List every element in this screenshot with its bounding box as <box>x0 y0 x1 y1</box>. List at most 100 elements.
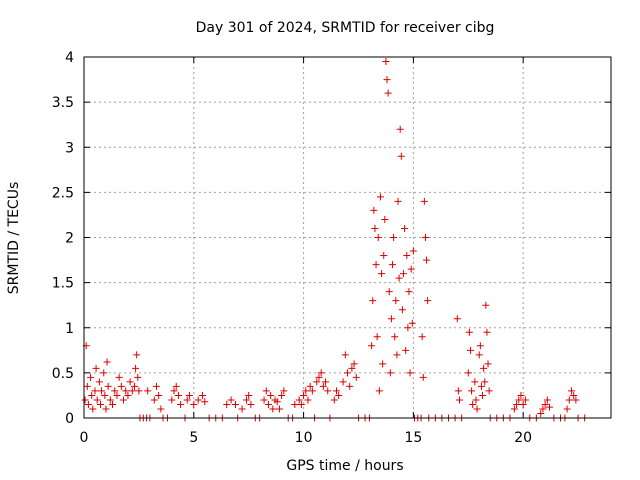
plot-frame <box>83 56 612 419</box>
data-point-marker <box>238 405 246 413</box>
grid-layer <box>84 57 611 418</box>
data-point-marker <box>87 373 95 381</box>
data-point-marker <box>232 400 240 408</box>
data-point-marker <box>170 387 178 395</box>
data-point-marker <box>519 400 527 408</box>
data-point-marker <box>397 152 405 160</box>
data-point-marker <box>350 360 358 368</box>
data-point-marker <box>324 387 332 395</box>
x-axis-label: GPS time / hours <box>286 458 403 474</box>
data-point-marker <box>95 378 103 386</box>
data-point-marker <box>297 400 305 408</box>
data-point-marker <box>144 387 152 395</box>
data-point-marker <box>572 396 580 404</box>
data-point-marker <box>382 58 390 66</box>
data-point-marker <box>98 387 106 395</box>
data-point-marker <box>315 373 323 381</box>
data-point-marker <box>455 396 463 404</box>
data-point-marker <box>385 288 393 296</box>
data-point-marker <box>372 261 380 269</box>
data-point-marker <box>405 288 413 296</box>
data-point-marker <box>419 373 427 381</box>
data-point-marker <box>464 369 472 377</box>
data-point-marker <box>370 206 378 214</box>
x-tick-label: 10 <box>295 430 313 446</box>
data-point-marker <box>100 369 108 377</box>
data-point-marker <box>396 125 404 133</box>
data-point-marker <box>376 193 384 201</box>
data-point-marker <box>264 400 272 408</box>
data-point-marker <box>275 405 283 413</box>
data-point-marker <box>83 382 91 390</box>
data-point-marker <box>247 400 255 408</box>
data-point-marker <box>262 387 270 395</box>
data-point-marker <box>403 252 411 260</box>
data-point-marker <box>322 378 330 386</box>
y-tick-label: 1 <box>65 321 74 337</box>
data-point-marker <box>113 391 121 399</box>
data-point-marker <box>84 400 92 408</box>
data-point-marker <box>177 400 185 408</box>
data-point-marker <box>408 319 416 327</box>
data-point-marker <box>398 306 406 314</box>
data-point-marker <box>392 297 400 305</box>
data-point-marker <box>185 391 193 399</box>
data-point-marker <box>375 387 383 395</box>
data-point-marker <box>91 387 99 395</box>
data-point-marker <box>126 378 134 386</box>
data-point-marker <box>406 369 414 377</box>
data-point-marker <box>466 346 474 354</box>
data-point-marker <box>453 315 461 323</box>
data-point-marker <box>199 391 207 399</box>
data-point-marker <box>485 387 493 395</box>
data-point-marker <box>88 391 96 399</box>
data-point-marker <box>479 391 487 399</box>
data-point-marker <box>521 396 529 404</box>
tick-layer: 0 0.5 1 1.5 2 2.5 3 3.5 4 0 5 10 15 20 <box>52 50 611 446</box>
data-point-marker <box>104 382 112 390</box>
y-tick-label: 0 <box>65 411 74 427</box>
x-tick-label: 0 <box>80 430 89 446</box>
data-point-marker <box>117 382 125 390</box>
data-point-marker <box>418 333 426 341</box>
data-point-marker <box>280 387 288 395</box>
data-point-marker <box>390 234 398 241</box>
data-point-marker <box>407 265 415 273</box>
data-point-marker <box>242 396 250 404</box>
data-point-marker <box>133 351 141 359</box>
data-point-marker <box>102 405 110 413</box>
data-point-marker <box>543 396 551 404</box>
data-point-marker <box>302 387 310 395</box>
data-point-marker <box>300 391 308 399</box>
data-point-marker <box>563 405 571 413</box>
data-point-marker <box>106 396 114 404</box>
data-point-marker <box>227 396 235 404</box>
data-point-marker <box>269 405 277 413</box>
data-point-marker <box>394 197 402 205</box>
data-point-marker <box>103 358 111 366</box>
data-point-marker <box>423 256 431 264</box>
data-point-marker <box>267 391 275 399</box>
data-point-marker <box>115 373 123 381</box>
data-point-marker <box>473 405 481 413</box>
data-point-marker <box>346 382 354 390</box>
data-point-marker <box>475 351 483 359</box>
data-point-marker <box>371 224 379 232</box>
data-point-marker <box>335 391 343 399</box>
data-point-marker <box>96 400 104 408</box>
y-tick-label: 4 <box>65 50 74 66</box>
data-point-marker <box>386 369 394 377</box>
data-point-marker <box>150 396 158 404</box>
data-point-marker <box>420 197 428 205</box>
data-point-marker <box>477 382 485 390</box>
data-point-marker <box>381 215 389 223</box>
data-point-marker <box>194 396 202 404</box>
y-axis-label: SRMTID / TECUs <box>6 182 22 295</box>
data-point-marker <box>483 328 491 336</box>
data-point-marker <box>469 400 477 408</box>
data-point-marker <box>155 391 163 399</box>
data-point-marker <box>482 301 490 309</box>
data-point-marker <box>344 369 351 377</box>
data-point-marker <box>111 387 119 395</box>
